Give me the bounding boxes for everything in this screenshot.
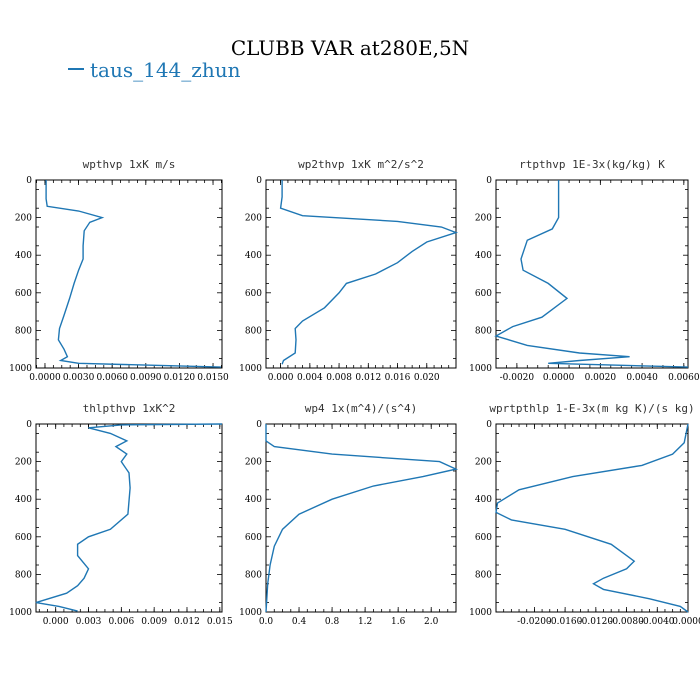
x-tick-label: -0.0160	[548, 617, 583, 627]
y-tick-label: 400	[475, 495, 492, 505]
profile-line	[265, 424, 459, 613]
panel-title: wp2thvp 1xK m^2/s^2	[298, 158, 424, 171]
y-tick-label: 600	[475, 289, 492, 299]
y-tick-label: 200	[245, 458, 262, 468]
y-tick-label: 800	[15, 570, 32, 580]
x-tick-label: 0.0040	[626, 373, 658, 383]
x-tick-label: 0.0090	[130, 373, 162, 383]
x-tick-label: 0.015	[207, 617, 233, 627]
x-tick-label: -0.0040	[640, 617, 675, 627]
y-tick-label: 1000	[469, 364, 492, 374]
panel-title: wp4 1x(m^4)/(s^4)	[305, 402, 418, 415]
x-tick-label: 0.012	[355, 373, 381, 383]
y-tick-label: 1000	[9, 608, 32, 618]
y-tick-label: 0	[486, 176, 492, 186]
profile-line	[45, 180, 221, 368]
y-tick-label: 800	[15, 326, 32, 336]
x-tick-label: 0.0020	[585, 373, 617, 383]
profile-line	[279, 180, 459, 365]
y-tick-label: 1000	[469, 608, 492, 618]
profile-line	[35, 423, 223, 612]
plot-frame	[495, 179, 689, 369]
x-tick-label: 0.0000	[29, 373, 61, 383]
y-tick-label: 200	[475, 458, 492, 468]
y-tick-label: 200	[245, 214, 262, 224]
plot-frame	[495, 423, 689, 613]
x-tick-label: 2.0	[424, 617, 439, 627]
y-tick-label: 400	[475, 251, 492, 261]
x-tick-label: 0.012	[174, 617, 200, 627]
x-tick-label: 0.0000	[543, 373, 575, 383]
y-tick-label: 600	[245, 289, 262, 299]
y-tick-label: 800	[475, 326, 492, 336]
y-tick-label: 200	[15, 458, 32, 468]
x-tick-label: 0.0	[259, 617, 274, 627]
y-tick-label: 400	[245, 495, 262, 505]
x-tick-label: 0.016	[385, 373, 411, 383]
x-tick-label: -0.0080	[609, 617, 644, 627]
y-tick-label: 600	[245, 533, 262, 543]
y-tick-label: 200	[475, 214, 492, 224]
x-tick-label: 0.000	[268, 373, 294, 383]
profile-line	[495, 423, 689, 613]
y-tick-label: 400	[15, 251, 32, 261]
x-tick-label: 0.0120	[164, 373, 196, 383]
x-tick-label: 0.009	[141, 617, 167, 627]
x-tick-label: 0.0060	[668, 373, 700, 383]
y-tick-label: 400	[15, 495, 32, 505]
x-tick-label: -0.0020	[500, 373, 535, 383]
x-tick-label: -0.0120	[579, 617, 614, 627]
y-tick-label: 600	[15, 533, 32, 543]
y-tick-label: 600	[15, 289, 32, 299]
panel-title: wprtpthlp 1-E-3x(m kg K)/(s kg)	[489, 402, 694, 415]
x-tick-label: 0.004	[297, 373, 323, 383]
y-tick-label: 800	[245, 570, 262, 580]
panel-4: thlpthvp 1xK^2 0 200 400 600 800 1000 0.000 0.00…	[9, 402, 233, 627]
y-tick-label: 1000	[239, 608, 262, 618]
x-tick-label: 1.2	[358, 617, 372, 627]
y-tick-label: 0	[486, 420, 492, 430]
x-tick-label: 0.008	[326, 373, 352, 383]
x-tick-label: 1.6	[391, 617, 406, 627]
plot-frame	[265, 179, 457, 369]
figure-title: CLUBB VAR at280E,5N	[231, 36, 469, 60]
panel-title: wpthvp 1xK m/s	[83, 158, 176, 171]
x-tick-label: -0.0200	[517, 617, 552, 627]
panel-6: wprtpthlp 1-E-3x(m kg K)/(s kg) 0 200 400 60…	[469, 402, 700, 627]
y-tick-label: 600	[475, 533, 492, 543]
y-tick-label: 0	[26, 176, 32, 186]
y-tick-label: 800	[475, 570, 492, 580]
x-tick-label: 0.020	[414, 373, 440, 383]
x-tick-label: 0.0150	[197, 373, 229, 383]
y-tick-label: 800	[245, 326, 262, 336]
panel-3: rtpthvp 1E-3x(kg/kg) K 0 200 400 600 800 1000-…	[469, 158, 700, 383]
x-tick-label: 0.0000	[672, 617, 700, 627]
plot-frame	[35, 423, 223, 613]
panel-2: wp2thvp 1xK m^2/s^2 0 200 400 600 800 1000 0.00…	[239, 158, 459, 383]
legend: taus_144_zhun	[68, 58, 241, 82]
x-tick-label: 0.003	[76, 617, 102, 627]
panel-title: rtpthvp 1E-3x(kg/kg) K	[519, 158, 665, 171]
y-tick-label: 0	[26, 420, 32, 430]
y-tick-label: 200	[15, 214, 32, 224]
x-tick-label: 0.8	[325, 617, 340, 627]
y-tick-label: 1000	[239, 364, 262, 374]
plot-frame	[265, 423, 457, 613]
y-tick-label: 0	[256, 176, 262, 186]
x-tick-label: 0.0060	[96, 373, 128, 383]
y-tick-label: 400	[245, 251, 262, 261]
x-tick-label: 0.000	[43, 617, 69, 627]
panel-title: thlpthvp 1xK^2	[83, 402, 176, 415]
x-tick-label: 0.4	[292, 617, 307, 627]
profile-line	[494, 180, 689, 368]
y-tick-label: 0	[256, 420, 262, 430]
x-tick-label: 0.006	[108, 617, 134, 627]
x-tick-label: 0.0030	[63, 373, 95, 383]
y-tick-label: 1000	[9, 364, 32, 374]
legend-label: taus_144_zhun	[90, 58, 241, 82]
